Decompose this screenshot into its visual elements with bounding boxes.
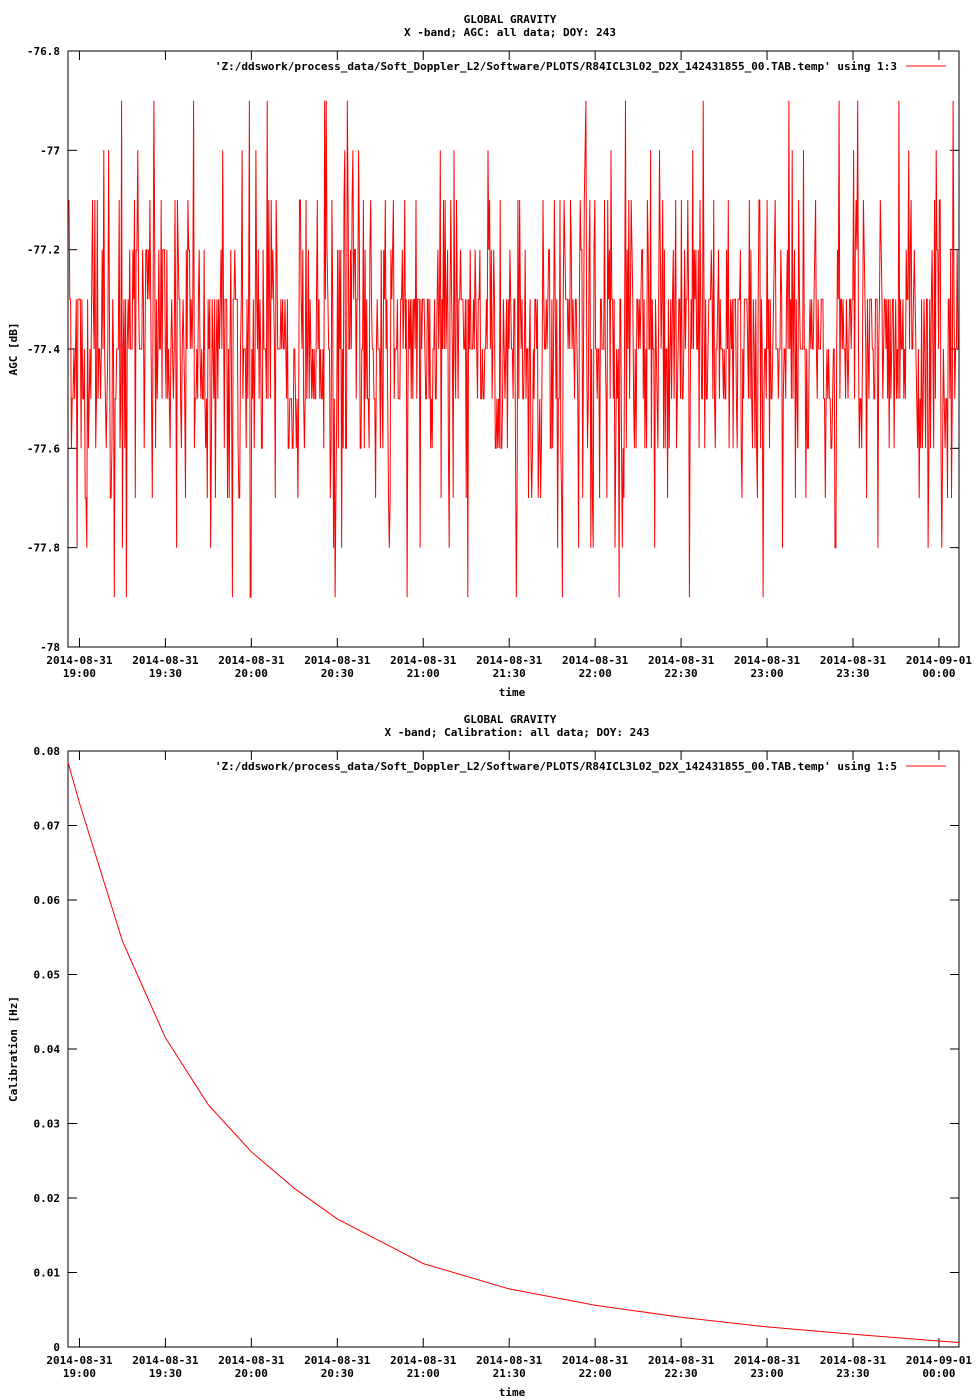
agc-y-axis: -76.8 -77 -77.2 -77.4 -77.6 -77.8 -78	[27, 45, 959, 654]
calibration-chart-title: GLOBAL GRAVITY	[464, 713, 557, 726]
calibration-x-tick-time: 00:00	[922, 1367, 955, 1380]
agc-legend-label: 'Z:/ddswork/process_data/Soft_Doppler_L2…	[215, 60, 897, 73]
agc-x-tick-date: 2014-08-31	[46, 654, 113, 667]
calibration-x-tick-time: 23:30	[836, 1367, 869, 1380]
agc-x-tick-date: 2014-08-31	[648, 654, 715, 667]
calibration-x-tick-date: 2014-08-31	[562, 1354, 629, 1367]
calibration-x-tick-date: 2014-08-31	[132, 1354, 199, 1367]
agc-x-tick-time: 20:00	[235, 667, 268, 680]
calibration-x-tick-date: 2014-08-31	[390, 1354, 457, 1367]
agc-x-tick-time: 23:00	[750, 667, 783, 680]
agc-x-tick-time: 19:30	[149, 667, 182, 680]
agc-x-axis-label: time	[499, 686, 526, 699]
agc-legend: 'Z:/ddswork/process_data/Soft_Doppler_L2…	[215, 60, 946, 73]
agc-x-tick-time: 20:30	[321, 667, 354, 680]
agc-x-tick-time: 22:00	[579, 667, 612, 680]
agc-x-tick-date: 2014-08-31	[734, 654, 801, 667]
calibration-x-tick-date: 2014-08-31	[734, 1354, 801, 1367]
agc-x-axis: 2014-08-3119:002014-08-3119:302014-08-31…	[46, 51, 972, 680]
calibration-x-tick-date: 2014-09-01	[906, 1354, 973, 1367]
calibration-y-axis: 0.08 0.07 0.06 0.05 0.04 0.03 0.02 0.01 0	[34, 745, 959, 1354]
agc-x-tick-date: 2014-08-31	[562, 654, 629, 667]
agc-x-tick-date: 2014-08-31	[218, 654, 285, 667]
calibration-y-tick-label: 0.07	[34, 820, 61, 833]
calibration-x-tick-time: 19:00	[63, 1367, 96, 1380]
calibration-x-tick-time: 21:30	[493, 1367, 526, 1380]
agc-y-axis-label: AGC [dB]	[7, 323, 20, 376]
calibration-y-tick-label: 0	[53, 1341, 60, 1354]
agc-x-tick-date: 2014-08-31	[390, 654, 457, 667]
calibration-y-tick-label: 0.05	[34, 969, 61, 982]
agc-x-tick-time: 23:30	[836, 667, 869, 680]
calibration-x-axis-label: time	[499, 1386, 526, 1399]
calibration-x-tick-date: 2014-08-31	[46, 1354, 113, 1367]
calibration-x-tick-date: 2014-08-31	[476, 1354, 543, 1367]
agc-y-tick-label: -78	[40, 641, 60, 654]
calibration-y-tick-label: 0.06	[34, 894, 61, 907]
calibration-series-line	[67, 762, 960, 1343]
agc-x-tick-time: 22:30	[665, 667, 698, 680]
agc-x-tick-time: 00:00	[922, 667, 955, 680]
agc-chart-panel: GLOBAL GRAVITY X -band; AGC: all data; D…	[7, 13, 972, 699]
calibration-y-tick-label: 0.08	[34, 745, 61, 758]
calibration-y-axis-label: Calibration [Hz]	[7, 996, 20, 1102]
calibration-chart-subtitle: X -band; Calibration: all data; DOY: 243	[385, 726, 650, 739]
calibration-y-tick-label: 0.03	[34, 1118, 61, 1131]
calibration-y-tick-label: 0.04	[34, 1043, 61, 1056]
calibration-legend: 'Z:/ddswork/process_data/Soft_Doppler_L2…	[215, 760, 946, 773]
calibration-y-tick-label: 0.01	[34, 1267, 61, 1280]
agc-x-tick-date: 2014-08-31	[476, 654, 543, 667]
agc-series-line	[68, 100, 959, 598]
calibration-x-tick-time: 21:00	[407, 1367, 440, 1380]
calibration-x-tick-time: 20:00	[235, 1367, 268, 1380]
calibration-x-tick-date: 2014-08-31	[304, 1354, 371, 1367]
calibration-chart-panel: GLOBAL GRAVITY X -band; Calibration: all…	[7, 713, 972, 1399]
calibration-plot-frame	[67, 750, 960, 1348]
agc-chart-subtitle: X -band; AGC: all data; DOY: 243	[404, 26, 616, 39]
agc-y-tick-label: -77.2	[27, 244, 60, 257]
calibration-legend-label: 'Z:/ddswork/process_data/Soft_Doppler_L2…	[215, 760, 897, 773]
agc-x-tick-date: 2014-08-31	[820, 654, 887, 667]
agc-y-tick-label: -77.6	[27, 442, 60, 455]
agc-x-tick-time: 21:30	[493, 667, 526, 680]
calibration-x-tick-date: 2014-08-31	[820, 1354, 887, 1367]
agc-chart-title: GLOBAL GRAVITY	[464, 13, 557, 26]
calibration-x-tick-time: 22:30	[665, 1367, 698, 1380]
agc-x-tick-date: 2014-08-31	[132, 654, 199, 667]
calibration-x-tick-time: 20:30	[321, 1367, 354, 1380]
calibration-x-axis: 2014-08-3119:002014-08-3119:302014-08-31…	[46, 751, 972, 1380]
agc-y-tick-label: -76.8	[27, 45, 60, 58]
agc-x-tick-date: 2014-08-31	[304, 654, 371, 667]
calibration-x-tick-time: 23:00	[750, 1367, 783, 1380]
agc-y-tick-label: -77.4	[27, 343, 60, 356]
agc-x-tick-time: 21:00	[407, 667, 440, 680]
calibration-x-tick-time: 22:00	[579, 1367, 612, 1380]
agc-y-tick-label: -77.8	[27, 542, 60, 555]
calibration-x-tick-date: 2014-08-31	[218, 1354, 285, 1367]
calibration-y-tick-label: 0.02	[34, 1192, 61, 1205]
agc-x-tick-time: 19:00	[63, 667, 96, 680]
calibration-x-tick-date: 2014-08-31	[648, 1354, 715, 1367]
agc-x-tick-date: 2014-09-01	[906, 654, 973, 667]
calibration-x-tick-time: 19:30	[149, 1367, 182, 1380]
agc-y-tick-label: -77	[40, 144, 60, 157]
